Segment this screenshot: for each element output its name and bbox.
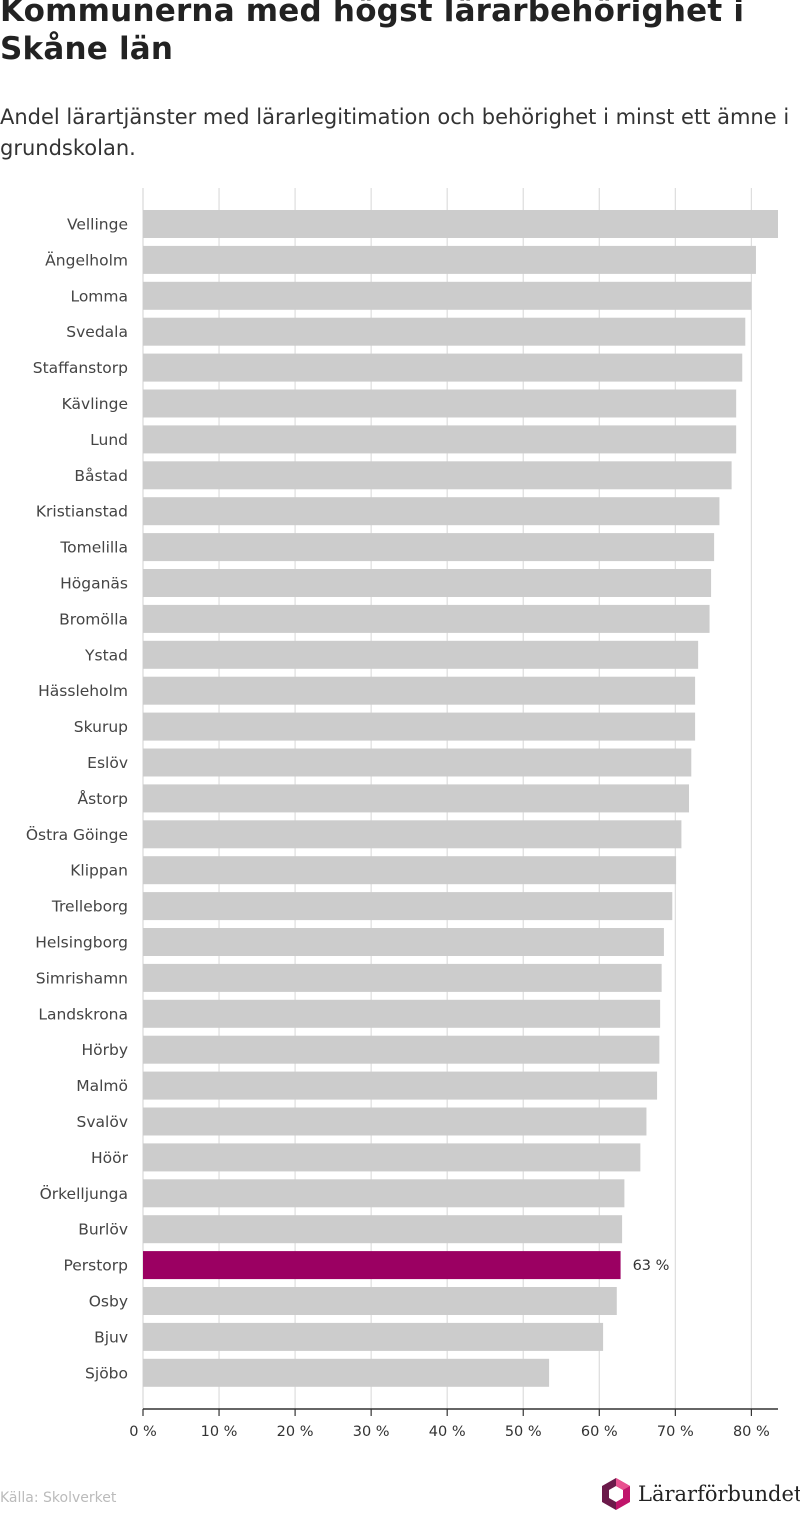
- bar: [143, 748, 692, 777]
- bar: [143, 1322, 604, 1351]
- bar: [143, 1107, 647, 1136]
- category-label: Osby: [89, 1293, 128, 1311]
- bar: [143, 281, 752, 310]
- bar: [143, 1358, 550, 1387]
- bar: [143, 353, 743, 382]
- logo-text: Lärarförbundet: [638, 1482, 800, 1506]
- category-label: Bjuv: [94, 1328, 128, 1346]
- logo-mark-icon: [602, 1478, 630, 1510]
- category-label: Perstorp: [63, 1257, 128, 1275]
- category-label: Skurup: [74, 718, 128, 736]
- bar: [143, 1287, 617, 1315]
- category-labels: Vellinge Ängelholm Lomma Svedala Staffanstor…: [26, 216, 670, 1383]
- chart-title: Kommunerna med högst lärarbehörighet i S…: [0, 0, 745, 67]
- bar: [143, 676, 696, 705]
- bar-highlight: [143, 1251, 621, 1280]
- category-label: Örkelljunga: [40, 1184, 128, 1203]
- bar: [143, 1035, 660, 1064]
- bars: [143, 210, 778, 1387]
- bar: [143, 425, 737, 454]
- category-label: Trelleborg: [51, 898, 128, 916]
- bar: [143, 210, 778, 238]
- category-label: Burlöv: [78, 1221, 128, 1239]
- bar: [143, 1143, 641, 1172]
- bar: [143, 497, 720, 526]
- category-label: Klippan: [70, 862, 128, 880]
- bar: [143, 820, 682, 849]
- bar: [143, 712, 696, 741]
- category-label: Ängelholm: [45, 250, 128, 269]
- category-label: Båstad: [74, 467, 128, 485]
- x-tick-label: 20 %: [277, 1424, 314, 1440]
- x-tick-label: 40 %: [429, 1424, 466, 1440]
- bar: [143, 389, 737, 418]
- category-label: Tomelilla: [59, 539, 128, 557]
- category-label: Sjöbo: [85, 1364, 128, 1382]
- x-tick-label: 60 %: [581, 1424, 618, 1440]
- x-tick-label: 30 %: [353, 1424, 390, 1440]
- bar: [143, 1071, 658, 1100]
- bar: [143, 604, 710, 633]
- category-label: Åstorp: [78, 789, 128, 808]
- category-label: Malmö: [76, 1077, 128, 1095]
- bar: [143, 856, 677, 885]
- category-label: Svalöv: [77, 1113, 128, 1131]
- bar: [143, 533, 715, 562]
- category-label: Kävlinge: [62, 395, 128, 413]
- x-axis: 0 % 10 % 20 % 30 % 40 % 50 % 60 % 70 % 80 %: [129, 1408, 778, 1440]
- category-label: Kristianstad: [36, 503, 128, 521]
- category-label: Bromölla: [59, 610, 128, 628]
- bar: [143, 640, 699, 669]
- category-label: Simrishamn: [36, 969, 128, 987]
- category-label: Lund: [90, 431, 128, 449]
- category-label: Ystad: [84, 646, 128, 664]
- chart-subtitle: Andel lärartjänster med lärarlegitimatio…: [0, 105, 790, 160]
- x-tick-label: 10 %: [201, 1424, 238, 1440]
- category-label: Helsingborg: [35, 934, 128, 952]
- x-tick-label: 70 %: [657, 1424, 694, 1440]
- bar: [143, 928, 664, 956]
- x-tick-label: 80 %: [733, 1424, 770, 1440]
- brand-logo: Lärarförbundet: [600, 1474, 800, 1514]
- bar-chart: Vellinge Ängelholm Lomma Svedala Staffanstor…: [26, 188, 778, 1440]
- bar: [143, 569, 712, 597]
- category-label: Vellinge: [67, 216, 128, 234]
- bar: [143, 1179, 625, 1208]
- category-label: Hässleholm: [38, 682, 128, 700]
- category-label: Höör: [91, 1149, 129, 1167]
- bar: [143, 461, 732, 490]
- bar: [143, 317, 746, 346]
- bar: [143, 999, 661, 1028]
- highlight-value-label: 63 %: [633, 1258, 670, 1274]
- category-label: Höganäs: [60, 575, 128, 593]
- source-note: Källa: Skolverket: [0, 1490, 117, 1506]
- bar: [143, 784, 690, 813]
- category-label: Staffanstorp: [33, 359, 128, 377]
- bar: [143, 892, 673, 921]
- category-label: Landskrona: [38, 1005, 128, 1023]
- x-tick-label: 0 %: [129, 1424, 157, 1440]
- category-label: Svedala: [66, 323, 128, 341]
- x-tick-label: 50 %: [505, 1424, 542, 1440]
- category-label: Hörby: [81, 1041, 128, 1059]
- category-label: Lomma: [70, 287, 128, 305]
- bar: [143, 245, 756, 274]
- category-label: Eslöv: [87, 754, 128, 772]
- category-label: Östra Göinge: [26, 825, 128, 844]
- bar: [143, 1215, 623, 1244]
- bar: [143, 963, 662, 992]
